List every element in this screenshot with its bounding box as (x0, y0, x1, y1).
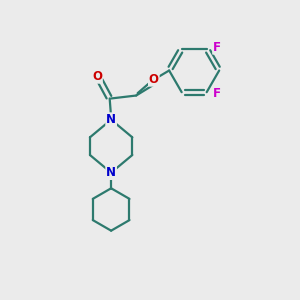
Text: N: N (106, 166, 116, 179)
Text: O: O (149, 73, 159, 86)
Text: O: O (92, 70, 102, 83)
Text: N: N (106, 113, 116, 126)
Text: F: F (213, 87, 221, 100)
Text: F: F (213, 41, 221, 54)
